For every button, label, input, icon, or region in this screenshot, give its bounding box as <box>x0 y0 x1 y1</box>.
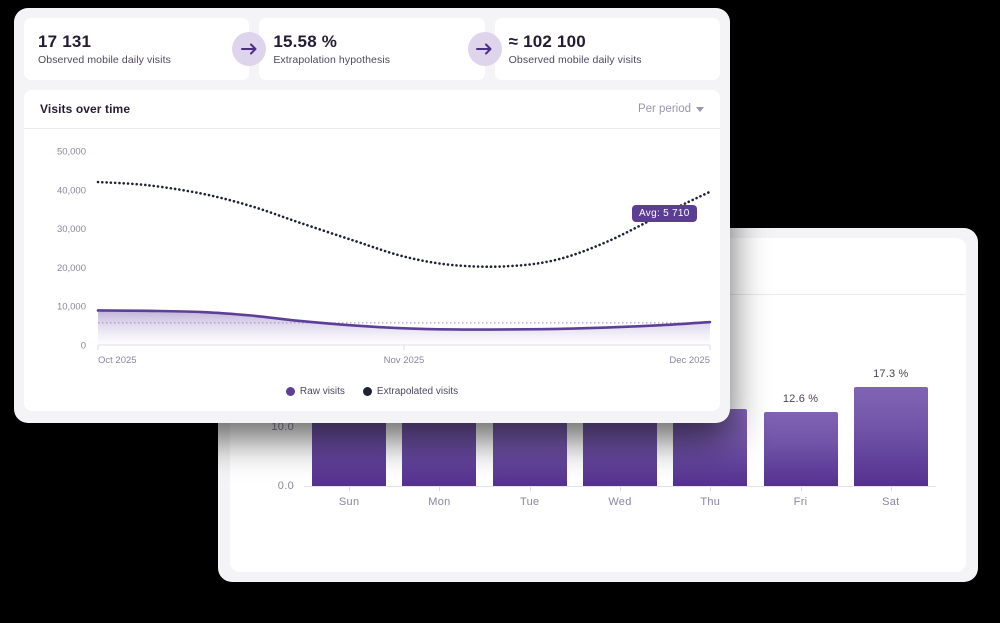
bar-chart-x-label: Thu <box>700 496 721 508</box>
line-chart-y-tick: 10,000 <box>57 302 86 313</box>
line-chart-x-tick-label: Nov 2025 <box>384 355 425 366</box>
legend-label: Raw visits <box>299 386 345 397</box>
bar-chart-x-label: Tue <box>519 496 540 508</box>
legend-dot-icon <box>285 387 295 396</box>
bar-rect[interactable] <box>763 411 838 486</box>
bar-chart-x-label: Mon <box>428 496 451 508</box>
bar-rect[interactable] <box>853 387 928 486</box>
line-chart-legend: Raw visits Extrapolated visits <box>24 386 720 397</box>
bar-chart-baseline <box>304 486 936 487</box>
line-chart-y-tick: 30,000 <box>57 224 86 235</box>
line-chart-x-tick-label: Dec 2025 <box>669 355 710 366</box>
kpi-value: 17 131 <box>38 31 92 51</box>
bar-tick-mark <box>529 487 531 491</box>
raw-visits-area-fill <box>98 310 710 345</box>
bar-tick-mark <box>800 487 802 491</box>
line-chart-y-tick: 0 <box>81 341 86 352</box>
kpi-value: 15.58 % <box>273 31 338 51</box>
visits-over-time-card: Visits over time Per period 0 10,000 20,00… <box>24 90 720 411</box>
extrapolated-visits-line <box>96 180 712 268</box>
kpi-value: ≈ 102 100 <box>508 31 586 51</box>
kpi-card-hypothesis[interactable]: 15.58 % Extrapolation hypothesis <box>259 18 485 80</box>
bar-chart-x-label: Wed <box>608 496 632 508</box>
legend-item[interactable]: Extrapolated visits <box>362 386 459 397</box>
bar-tick-mark <box>619 487 621 491</box>
bar-chart-x-label: Sun <box>338 496 360 508</box>
bar-tick-mark <box>710 487 712 491</box>
kpi-label: Observed mobile daily visits <box>508 54 642 67</box>
arrow-right-icon <box>232 32 267 66</box>
bar-column[interactable]: 17.3 % <box>853 368 928 491</box>
kpi-card-observed[interactable]: 17 131 Observed mobile daily visits <box>24 18 250 80</box>
kpi-label: Observed mobile daily visits <box>38 54 171 67</box>
bar-rect[interactable] <box>492 416 567 486</box>
line-chart-y-tick: 40,000 <box>57 185 86 196</box>
page-title: Visits over time <box>40 102 131 116</box>
bar-chart-x-label: Sat <box>882 496 900 508</box>
overview-panel: 17 131 Observed mobile daily visits 15.5… <box>14 8 730 423</box>
bar-value-label: 12.6 % <box>782 392 819 405</box>
arrow-right-icon <box>467 32 502 66</box>
bar-tick-mark <box>890 487 892 491</box>
chevron-down-icon <box>696 106 704 112</box>
legend-item[interactable]: Raw visits <box>285 386 345 397</box>
average-badge: Avg: 5 710 <box>632 205 697 222</box>
bar-tick-mark <box>439 487 441 491</box>
bar-value-label: 17.3 % <box>873 368 909 380</box>
bar-chart-x-label: Fri <box>793 496 808 508</box>
bar-chart-y-tick: 10.0 <box>271 421 294 433</box>
kpi-strip: 17 131 Observed mobile daily visits 15.5… <box>24 18 720 80</box>
line-chart-y-tick: 50,000 <box>57 147 86 158</box>
per-period-label: Per period <box>637 103 691 115</box>
bar-tick-mark <box>349 487 351 491</box>
raw-visits-line <box>96 309 712 331</box>
kpi-label: Extrapolation hypothesis <box>273 54 391 67</box>
kpi-card-extrapolated[interactable]: ≈ 102 100 Observed mobile daily visits <box>494 18 720 80</box>
line-chart-header: Visits over time Per period <box>24 90 720 129</box>
line-chart-svg: 0 10,000 20,000 30,000 40,000 50,000 Oct 2025 N… <box>57 147 712 366</box>
bar-chart-y-tick: 0.0 <box>277 480 294 492</box>
per-period-dropdown[interactable]: Per period <box>638 103 704 115</box>
line-chart-plot-area: 0 10,000 20,000 30,000 40,000 50,000 Oct 2025 N… <box>24 129 720 411</box>
legend-dot-icon <box>362 387 372 396</box>
bar-chart-x-labels: Sun Mon Tue Wed Thu Fri Sat <box>304 496 936 508</box>
bar-column[interactable]: 12.6 % <box>763 368 838 491</box>
legend-label: Extrapolated visits <box>376 386 459 397</box>
line-chart-y-tick: 20,000 <box>57 263 86 274</box>
line-chart-x-tick-label: Oct 2025 <box>98 355 137 366</box>
